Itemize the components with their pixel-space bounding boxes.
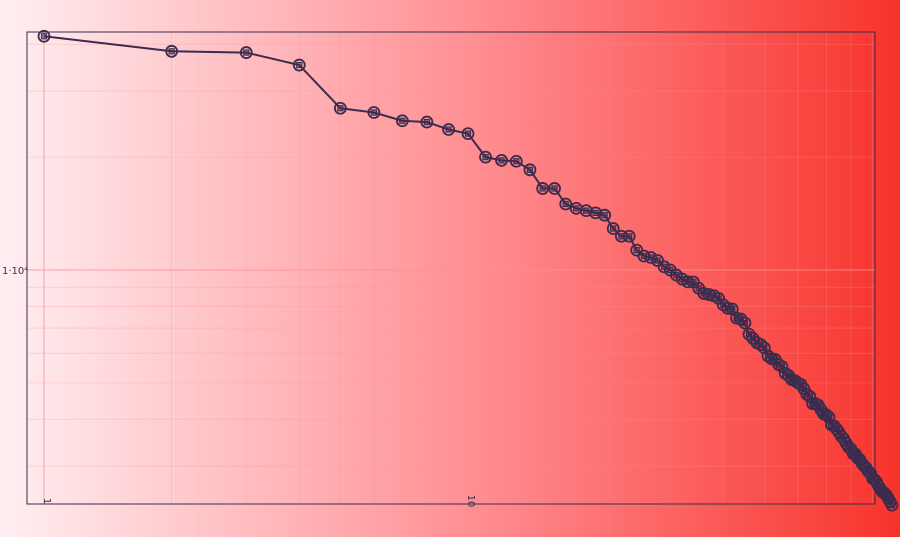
data-point [37,29,51,43]
point-square [626,233,633,240]
point-circle [862,465,875,479]
point-square [168,48,175,55]
point-circle [367,106,381,119]
point-square [690,278,697,286]
data-point [420,115,434,129]
point-square [601,212,608,219]
x-tick-label: 1 [41,498,52,504]
point-circle [754,338,768,351]
data-point [395,114,409,128]
point-square [551,185,558,192]
point-circle [742,327,756,341]
point-square [539,185,546,192]
point-square [741,319,749,327]
point-square [243,49,250,56]
point-square [482,154,489,161]
point-circle [548,182,561,195]
point-circle [495,154,508,167]
x-tick-label: 10 [465,495,476,508]
data-point [738,316,752,330]
data-point [548,182,561,195]
point-square [592,209,599,216]
point-circle [589,206,603,220]
point-circle [479,150,492,164]
point-circle [420,115,434,129]
data-point [367,106,381,119]
data-point [622,229,636,243]
point-square [633,246,640,254]
data-point [579,204,593,218]
data-point [598,208,612,222]
point-square [729,305,736,313]
point-circle [509,154,523,168]
point-square [337,105,344,112]
point-circle [37,29,51,43]
point-circle [598,208,612,222]
point-square [583,207,590,214]
point-square [423,118,431,126]
point-square [562,200,569,208]
data-point [509,154,523,168]
data-point [461,127,475,141]
data-point [495,154,508,167]
data-point [442,123,455,136]
point-square [464,130,472,137]
data-point [885,498,899,512]
data-point [239,46,253,59]
point-square [640,252,648,260]
point-circle [757,341,771,355]
data-point [523,163,537,177]
point-circle [395,114,409,128]
series-markers [37,29,899,512]
point-circle [606,222,620,235]
point-circle [292,58,306,72]
point-circle [885,498,899,512]
point-square [399,117,406,124]
point-square [610,225,617,232]
point-circle [165,44,179,58]
point-circle [333,101,347,115]
point-square [445,126,452,133]
point-circle [559,197,573,211]
point-circle [746,332,760,345]
point-square [573,205,580,212]
point-square [761,344,768,351]
point-circle [657,260,671,274]
point-square [888,502,896,509]
data-point [757,341,771,355]
point-square [513,158,520,165]
data-point [292,58,306,72]
data-point [165,44,179,58]
point-square [370,109,378,116]
point-circle [868,473,882,487]
point-circle [738,316,752,330]
point-square [296,61,303,69]
point-circle [442,123,455,136]
axis-ticks: 1 10 1·10⁴ [2,266,476,507]
point-square [654,257,661,264]
point-circle [734,312,748,326]
data-point [589,206,603,220]
plot-frame [26,31,876,505]
point-circle [622,229,636,243]
point-square [498,157,505,164]
point-circle [239,46,253,59]
data-point [559,197,573,211]
data-point [479,150,492,164]
point-circle [461,127,475,141]
data-point [333,101,347,115]
point-circle [523,163,537,177]
point-square [40,33,48,40]
point-circle [579,204,593,218]
data-point [606,222,620,235]
point-circle [775,360,789,373]
point-square [526,166,534,173]
y-tick-label: 1·10⁴ [2,266,28,277]
